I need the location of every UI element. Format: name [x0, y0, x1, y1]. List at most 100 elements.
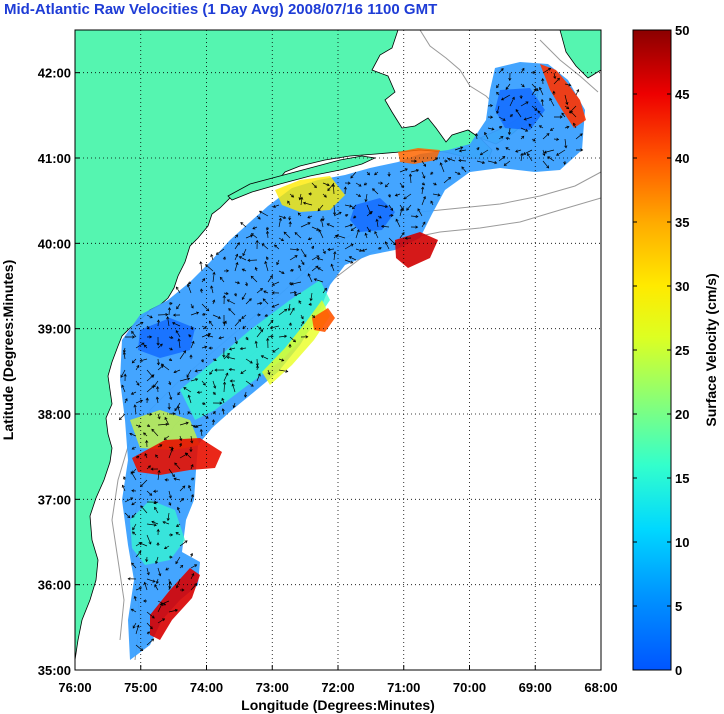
velocity-vector [179, 540, 188, 547]
velocity-vector-head [194, 369, 198, 373]
velocity-vector-head [323, 194, 327, 198]
velocity-vector-head [147, 424, 151, 427]
velocity-vector [276, 259, 280, 265]
velocity-vector-head [387, 173, 391, 177]
velocity-vector [261, 243, 269, 250]
velocity-vector-head [136, 382, 140, 386]
velocity-vector-head [175, 561, 179, 565]
velocity-vector [146, 490, 152, 496]
velocity-vector-head [156, 342, 160, 346]
velocity-vector-head [272, 204, 276, 208]
velocity-vector [300, 222, 311, 228]
velocity-vector [294, 292, 302, 296]
velocity-vector [146, 578, 156, 583]
velocity-vector-head [313, 278, 317, 282]
velocity-vector [124, 512, 130, 518]
velocity-vector-head [225, 372, 229, 376]
velocity-vector-head [359, 248, 363, 252]
velocity-vector-head [265, 256, 269, 260]
velocity-vector-head [509, 114, 513, 118]
velocity-vector [132, 358, 137, 364]
velocity-vector-head [499, 126, 503, 129]
velocity-vector [388, 237, 396, 245]
velocity-vector-head [252, 226, 256, 230]
velocity-vector [120, 369, 126, 378]
velocity-vector [179, 422, 189, 426]
velocity-vector-head [266, 227, 270, 231]
velocity-vector [556, 149, 566, 156]
velocity-vector-head [349, 204, 353, 208]
velocity-field-slow-1 [138, 318, 195, 358]
velocity-vector-head [202, 401, 206, 405]
velocity-vector [564, 138, 567, 148]
velocity-vector-head [172, 322, 176, 325]
velocity-vector-head [176, 306, 180, 310]
velocity-vector [256, 215, 261, 220]
velocity-vector [272, 303, 280, 308]
velocity-vector-head [444, 159, 448, 163]
velocity-vector-head [395, 218, 399, 222]
velocity-vector [487, 127, 495, 130]
velocity-vector [132, 531, 137, 536]
velocity-vector-head [324, 287, 327, 291]
velocity-vector-head [387, 194, 391, 198]
velocity-vector [228, 308, 236, 316]
velocity-vector [164, 417, 170, 426]
velocity-vector-head [317, 267, 321, 271]
velocity-vector [234, 254, 238, 261]
velocity-vector-head [206, 308, 210, 312]
velocity-vector [461, 166, 467, 173]
velocity-vector [135, 424, 141, 428]
velocity-vector [263, 290, 269, 294]
velocity-vector [223, 382, 226, 393]
velocity-vector [322, 288, 327, 294]
velocity-vector [167, 316, 170, 327]
velocity-vector-head [305, 335, 309, 339]
velocity-vector-head [448, 176, 452, 180]
velocity-vector-head [151, 638, 155, 642]
velocity-vector [549, 98, 555, 107]
velocity-vector-head [232, 405, 236, 409]
velocity-vector [132, 468, 137, 474]
velocity-vector-head [149, 315, 153, 319]
velocity-vector [542, 149, 545, 156]
velocity-vector-head [458, 158, 462, 163]
velocity-vector-head [195, 311, 200, 315]
velocity-vector-head [437, 193, 441, 197]
velocity-vector [344, 243, 354, 250]
velocity-vector [520, 153, 523, 162]
velocity-vector-head [293, 290, 297, 295]
velocity-vector [520, 127, 528, 132]
velocity-vector-head [302, 201, 307, 205]
velocity-vector-head [311, 245, 314, 249]
velocity-vector-head [235, 261, 239, 266]
colorbar-tick-label: 45 [675, 87, 689, 102]
velocity-vector-head [162, 602, 167, 606]
velocity-vector-head [496, 85, 499, 89]
velocity-vector [223, 353, 230, 360]
velocity-vector [175, 556, 181, 564]
velocity-vector-head [447, 157, 451, 161]
velocity-vector-head [214, 368, 218, 372]
velocity-vector [241, 292, 247, 300]
velocity-vector-head [155, 560, 159, 565]
velocity-vector-head [290, 269, 295, 273]
y-tick-label: 38:00 [38, 407, 71, 422]
velocity-vector-head [378, 215, 382, 219]
velocity-vector [278, 308, 287, 316]
velocity-vector-head [298, 300, 302, 304]
velocity-vector-head [269, 326, 273, 330]
velocity-vector-head [187, 411, 191, 415]
velocity-field-fast-nantucket [395, 232, 438, 268]
velocity-vector-head [146, 572, 150, 576]
velocity-vector-head [300, 316, 304, 320]
velocity-vector-head [121, 484, 125, 488]
velocity-vector [168, 391, 172, 400]
velocity-vector-head [406, 207, 410, 211]
velocity-vector-head [168, 586, 172, 590]
velocity-vector [140, 479, 148, 487]
velocity-vector [311, 226, 319, 231]
velocity-vector [476, 160, 485, 164]
velocity-vector-head [133, 404, 137, 408]
